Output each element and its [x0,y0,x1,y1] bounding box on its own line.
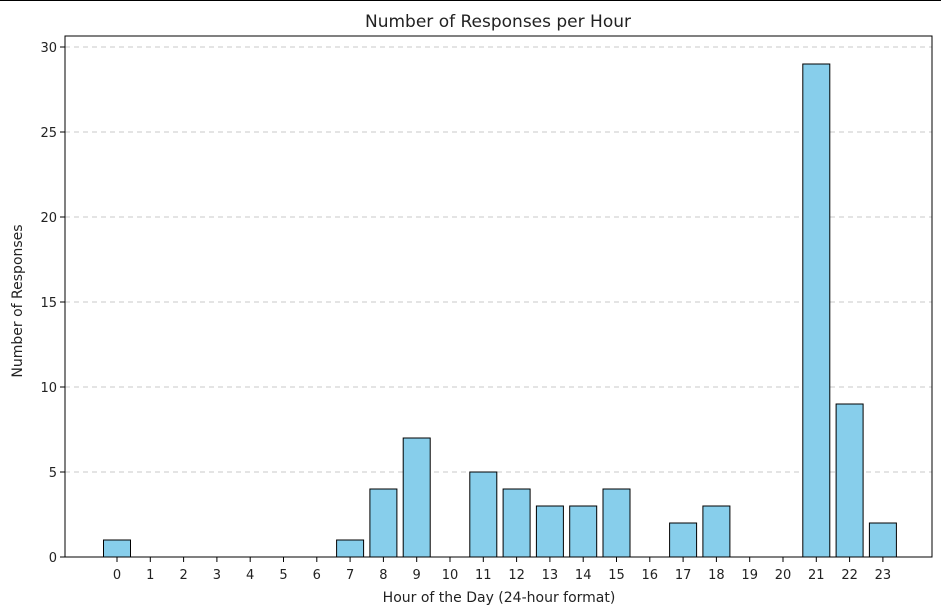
bar-hour-21 [802,63,831,558]
x-tick-label: 9 [413,568,421,583]
x-tick-label: 4 [246,568,254,583]
x-tick-label: 3 [213,568,221,583]
bar-hour-23 [868,522,897,558]
bar-hour-15 [602,488,631,558]
x-axis-label: Hour of the Day (24-hour format) [383,590,616,606]
x-tick-label: 0 [113,568,121,583]
x-tick-label: 17 [675,568,692,583]
y-gridlines [65,46,932,473]
y-tick-label: 5 [49,466,57,481]
x-tick-label: 15 [608,568,625,583]
x-tick-label: 8 [379,568,387,583]
x-tick-label: 11 [475,568,492,583]
y-ticks: 0 5 10 15 20 25 30 [40,41,65,566]
x-tick-label: 18 [708,568,725,583]
x-tick-label: 13 [542,568,559,583]
bar-hour-13 [535,505,564,558]
y-tick-label: 15 [40,296,57,311]
x-tick-label: 20 [775,568,792,583]
x-tick-label: 22 [841,568,858,583]
x-tick-label: 21 [808,568,825,583]
x-tick-label: 19 [741,568,758,583]
y-axis-label: Number of Responses [10,224,26,377]
y-tick-label: 30 [40,41,57,56]
x-tick-label: 2 [179,568,187,583]
x-tick-label: 12 [508,568,525,583]
chart-title: Number of Responses per Hour [365,12,631,32]
bars-group [103,63,897,558]
bar-hour-22 [835,403,864,558]
bar-hour-0 [103,539,131,558]
x-tick-label: 6 [313,568,321,583]
bar-hour-17 [669,522,698,558]
y-tick-label: 25 [40,126,57,141]
bar-hour-18 [702,505,731,558]
bar-hour-8 [369,488,398,558]
x-tick-label: 10 [442,568,459,583]
x-tick-label: 5 [279,568,287,583]
x-tick-label: 16 [642,568,659,583]
bar-hour-9 [402,437,431,558]
y-tick-label: 20 [40,211,57,226]
bar-hour-11 [469,471,498,558]
top-border-line [0,0,941,1]
x-tick-label: 7 [346,568,354,583]
bar-hour-7 [336,539,365,558]
y-tick-label: 10 [40,381,57,396]
x-tick-label: 23 [875,568,892,583]
x-ticks: 0 1 2 3 4 5 6 7 8 9 10 11 12 13 14 15 16 17 18 19 20 21 22 23 [113,557,891,583]
y-tick-label: 0 [49,551,57,566]
bar-hour-12 [502,488,531,558]
plot-frame [64,35,933,558]
x-tick-label: 14 [575,568,592,583]
bar-hour-14 [569,505,598,558]
x-tick-label: 1 [146,568,154,583]
